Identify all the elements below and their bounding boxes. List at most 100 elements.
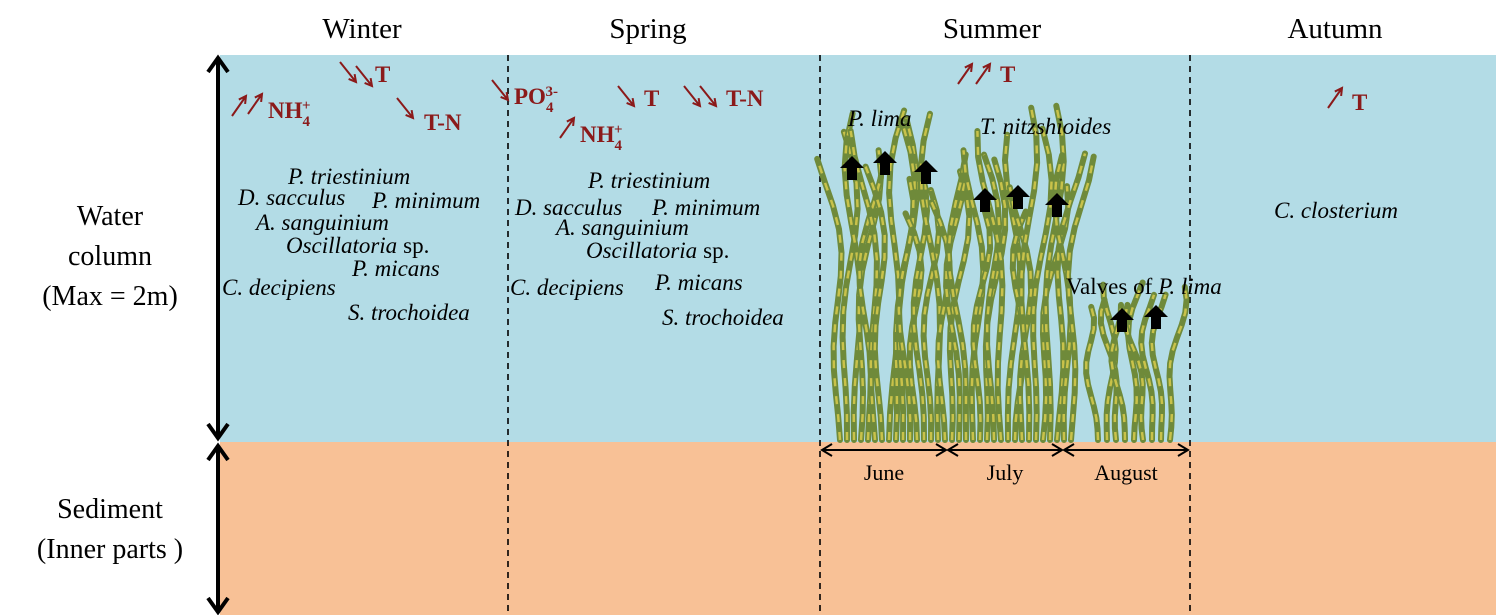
- nutrient-base: T: [375, 62, 390, 87]
- nutrient-label: PO43-: [514, 84, 558, 116]
- season-dividers: [507, 55, 1191, 615]
- growth-arrow: [1110, 308, 1134, 332]
- nutrient-label: NH4+: [268, 98, 311, 130]
- nutrient-sub: 4: [303, 114, 311, 130]
- nutrient-base: PO: [514, 84, 546, 109]
- species-label: P. triestinium: [587, 168, 710, 193]
- species-label: D. sacculus: [237, 185, 345, 210]
- species-italic: P. minimum: [651, 195, 760, 220]
- growth-arrow: [1006, 185, 1030, 209]
- nutrient-label: T-N: [726, 86, 764, 111]
- trend-arrow: [617, 85, 636, 108]
- arrow-head: [206, 54, 230, 74]
- species-italic: P. micans: [351, 256, 440, 281]
- species-label: Valves of P. lima: [1066, 274, 1222, 299]
- nutrient-base: T: [1352, 90, 1367, 115]
- nutrient-label: T: [1000, 62, 1015, 87]
- nutrient-sub: 4: [546, 100, 554, 116]
- seagrass-blade: [1150, 294, 1167, 441]
- nutrient-sup: 3-: [545, 84, 558, 100]
- species-italic: D. sacculus: [237, 185, 345, 210]
- species-italic: P. micans: [654, 270, 743, 295]
- seagrass-blade: [1055, 153, 1087, 441]
- sediment-layer: [220, 442, 1496, 615]
- trend-arrow: [559, 116, 576, 139]
- species-italic: C. decipiens: [222, 275, 336, 300]
- trend-arrow: [1327, 86, 1344, 109]
- season-title: Spring: [609, 13, 686, 45]
- seagrass-blade: [972, 209, 992, 441]
- growth-arrow: [873, 151, 897, 175]
- seagrass-blade: [862, 163, 888, 443]
- species-label: Oscillatoria sp.: [586, 238, 729, 263]
- month-label: August: [1094, 460, 1158, 485]
- seagrass-blade: [944, 176, 966, 441]
- nutrient-base: T-N: [726, 86, 764, 111]
- seagrass-blade: [887, 110, 906, 441]
- growth-arrow: [914, 160, 938, 184]
- species-plain: sp.: [703, 238, 729, 263]
- species-italic: Oscillatoria: [586, 238, 697, 263]
- seagrass-blade: [976, 130, 1004, 441]
- species-label: C. decipiens: [222, 275, 336, 300]
- seagrass-blade: [1168, 286, 1188, 441]
- species-italic: A. sanguinium: [254, 210, 389, 235]
- species-label: C. closterium: [1274, 198, 1398, 223]
- arrow-head: [206, 596, 230, 615]
- seagrass-blade: [1030, 125, 1055, 443]
- seagrass-blade: [1003, 134, 1022, 441]
- trend-arrow: [699, 85, 718, 108]
- seagrass-blade: [1008, 186, 1033, 441]
- species-italic: C. closterium: [1274, 198, 1398, 223]
- seagrass-blade: [841, 131, 859, 441]
- nutrient-base: NH: [580, 122, 615, 147]
- trend-arrow: [491, 79, 510, 102]
- species-label: P. micans: [351, 256, 440, 281]
- trend-arrow: [975, 62, 992, 85]
- season-title: Summer: [943, 13, 1042, 45]
- month-label: July: [987, 460, 1024, 485]
- trend-arrow: [355, 65, 374, 88]
- species-italic: P. minimum: [371, 188, 480, 213]
- species-label: S. trochoidea: [662, 305, 784, 330]
- species-label: S. trochoidea: [348, 300, 470, 325]
- species-label: P. minimum: [371, 188, 480, 213]
- species-label: A. sanguinium: [254, 210, 389, 235]
- trend-arrow: [683, 85, 702, 108]
- nutrient-label: T: [644, 86, 659, 111]
- species-italic: A. sanguinium: [554, 215, 689, 240]
- seagrass-blade: [1099, 299, 1118, 441]
- month-span: [1062, 443, 1190, 457]
- nutrient-label: T: [375, 62, 390, 87]
- seagrass-blade: [816, 158, 843, 441]
- species-italic: P. triestinium: [587, 168, 710, 193]
- month-label: June: [864, 460, 904, 485]
- month-span: [946, 443, 1064, 457]
- seagrass-blade: [984, 159, 1007, 441]
- season-title: Autumn: [1287, 13, 1383, 45]
- species-italic: T. nitzshioides: [980, 114, 1111, 139]
- nutrient-sub: 4: [615, 138, 623, 154]
- seagrass-blade: [1044, 105, 1065, 441]
- layer-label: Sediment: [57, 494, 163, 525]
- trend-arrow: [247, 92, 264, 115]
- layer-label: column: [68, 241, 152, 272]
- growth-arrow: [840, 156, 864, 180]
- species-italic: P. triestinium: [287, 164, 410, 189]
- seagrass-blade: [1020, 107, 1039, 441]
- nutrient-label: NH4+: [580, 122, 623, 154]
- depth-arrows: [206, 54, 230, 615]
- nutrient-base: NH: [268, 98, 303, 123]
- nutrient-base: T-N: [424, 110, 462, 135]
- growth-arrow: [1144, 305, 1168, 329]
- seagrass-blade: [1084, 306, 1100, 441]
- species-italic: Oscillatoria: [286, 233, 397, 258]
- seagrass-blade: [982, 154, 1001, 441]
- species-italic: C. decipiens: [510, 275, 624, 300]
- seagrass: [814, 102, 1190, 443]
- species-label: T. nitzshioides: [980, 114, 1111, 139]
- season-title: Winter: [322, 13, 402, 45]
- species-label: P. triestinium: [287, 164, 410, 189]
- arrow-head: [206, 442, 230, 462]
- trend-arrow: [231, 94, 248, 117]
